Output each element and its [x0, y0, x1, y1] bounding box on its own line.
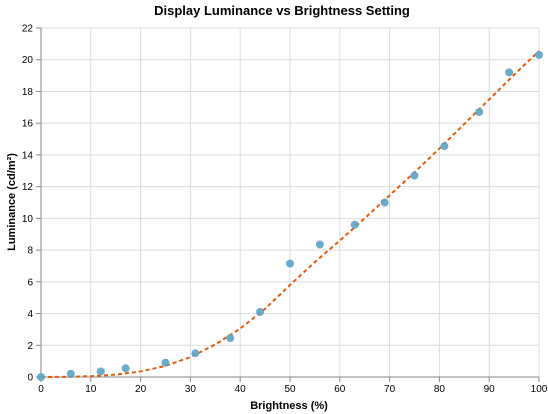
x-tick-label: 20	[135, 384, 147, 395]
y-tick-label: 6	[27, 277, 33, 288]
x-tick-label: 30	[185, 384, 197, 395]
y-tick-label: 4	[27, 309, 33, 320]
grid	[41, 28, 539, 377]
y-tick-label: 14	[22, 150, 34, 161]
y-tick-label: 22	[22, 24, 34, 35]
data-point	[381, 199, 389, 207]
axes: 0 10 20 30 40 50 60 70 80 90 100 0 2 4 6 8 10 12 14 16 18 20 2…	[22, 24, 548, 396]
data-point	[67, 370, 75, 378]
y-tick-label: 0	[27, 373, 33, 384]
x-tick-label: 0	[38, 384, 44, 395]
chart-title: Display Luminance vs Brightness Setting	[154, 3, 410, 18]
x-tick-label: 80	[434, 384, 446, 395]
x-tick-label: 40	[235, 384, 247, 395]
y-tick-label: 20	[22, 55, 34, 66]
data-point	[351, 221, 359, 229]
y-tick-label: 18	[22, 87, 34, 98]
x-tick-label: 60	[334, 384, 346, 395]
y-tick-label: 10	[22, 214, 34, 225]
data-point	[505, 68, 513, 76]
data-point	[162, 359, 170, 367]
data-point	[475, 108, 483, 116]
data-point	[37, 373, 45, 381]
x-axis-title: Brightness (%)	[250, 400, 328, 412]
x-tick-label: 50	[284, 384, 296, 395]
data-point	[97, 367, 105, 375]
y-tick-label: 12	[22, 182, 34, 193]
y-tick-label: 8	[27, 246, 33, 257]
data-point	[256, 308, 264, 316]
data-point	[286, 260, 294, 268]
y-axis-title: Luminance (cd/m²)	[6, 153, 18, 251]
x-tick-label: 10	[85, 384, 97, 395]
data-point	[316, 241, 324, 249]
y-tick-label: 2	[27, 341, 33, 352]
x-tick-label: 70	[384, 384, 396, 395]
data-point	[535, 51, 543, 59]
data-point	[411, 172, 419, 180]
data-point	[226, 334, 234, 342]
x-tick-label: 100	[531, 384, 548, 395]
x-tick-label: 90	[484, 384, 496, 395]
data-point	[191, 349, 199, 357]
data-point	[440, 142, 448, 150]
y-tick-label: 16	[22, 119, 34, 130]
data-point	[122, 364, 130, 372]
